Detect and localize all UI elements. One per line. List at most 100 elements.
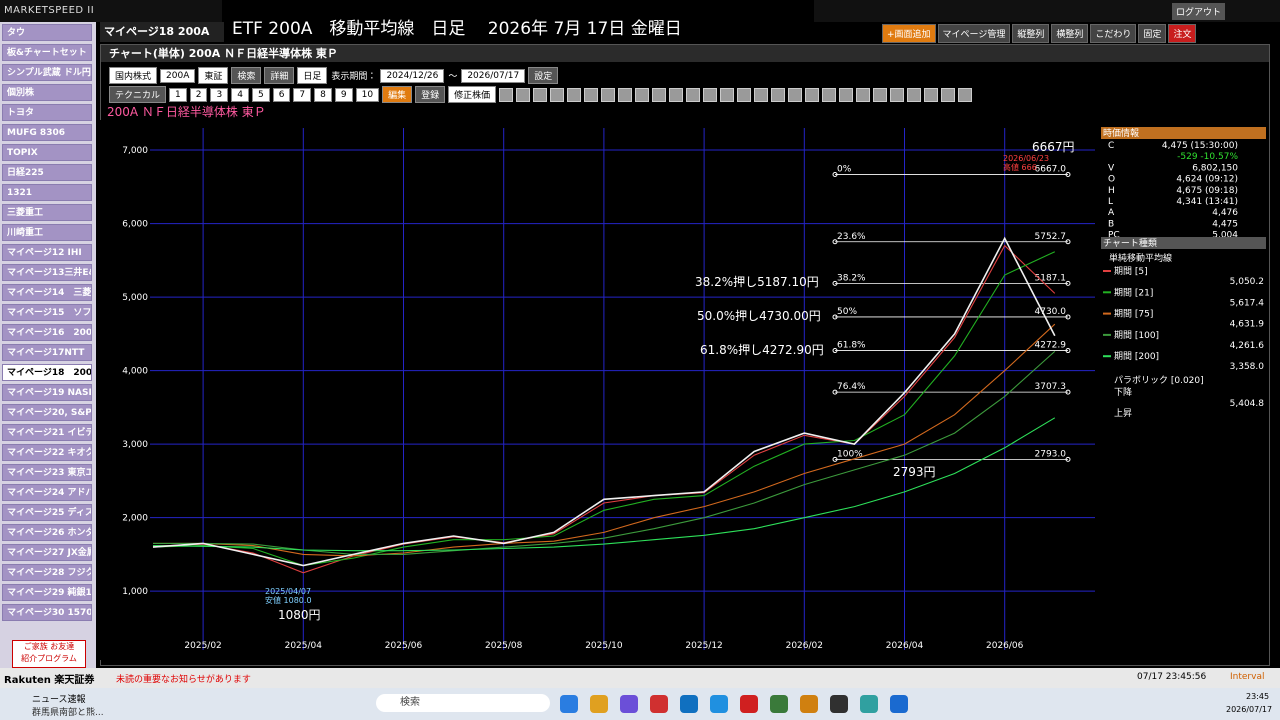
tool-icon[interactable] [652, 87, 667, 102]
toolbar-item[interactable]: 修正株価 [448, 86, 497, 103]
toolbar-item[interactable]: 登録 [415, 86, 446, 103]
toolbar-item[interactable]: 10 [355, 87, 380, 102]
tool-icon[interactable] [499, 87, 514, 102]
sidebar-item[interactable]: マイページ20, S&P50 [2, 404, 92, 421]
sidebar-item[interactable]: マイページ14 三菱電 [2, 284, 92, 301]
taskbar-icon[interactable] [800, 695, 818, 713]
tool-icon[interactable] [567, 87, 582, 102]
taskbar-icon[interactable] [680, 695, 698, 713]
tool-icon[interactable] [737, 87, 752, 102]
tool-icon[interactable] [618, 87, 633, 102]
tool-icon[interactable] [839, 87, 854, 102]
tool-icon[interactable] [703, 87, 718, 102]
sidebar-item[interactable]: シンプル武蔵 ドル円Bid [2, 64, 92, 81]
toolbar-item[interactable]: 7 [293, 87, 312, 102]
toolbar-item[interactable]: 8 [314, 87, 332, 102]
sidebar-item[interactable]: マイページ24 アドバン [2, 484, 92, 501]
sidebar-item[interactable]: マイページ12 IHI [2, 244, 92, 261]
search-box[interactable]: 検索 [376, 694, 550, 712]
tool-icon[interactable] [822, 87, 837, 102]
toolbar-item[interactable]: 6 [272, 87, 291, 102]
sidebar-item[interactable]: タウ [2, 24, 92, 41]
page-tab[interactable]: マイページ18 200A [100, 22, 224, 42]
sidebar-item[interactable]: マイページ19 NASDA [2, 384, 92, 401]
tool-icon[interactable] [958, 87, 973, 102]
tool-icon[interactable] [788, 87, 803, 102]
sidebar-item[interactable]: 川崎重工 [2, 224, 92, 241]
sidebar-item[interactable]: マイページ28 フジクラ [2, 564, 92, 581]
taskbar-icon[interactable] [710, 695, 728, 713]
tool-icon[interactable] [635, 87, 650, 102]
header-button[interactable]: マイページ管理 [937, 24, 1011, 43]
taskbar-icon[interactable] [890, 695, 908, 713]
tool-icon[interactable] [924, 87, 939, 102]
toolbar-item[interactable]: 検索 [231, 67, 262, 84]
toolbar-item[interactable]: テクニカル [109, 86, 167, 103]
sidebar-item[interactable]: マイページ23 東京エレ [2, 464, 92, 481]
tool-icon[interactable] [754, 87, 769, 102]
sidebar-item[interactable]: マイページ30 1570 [2, 604, 92, 621]
sidebar-item[interactable]: マイページ16 200A [2, 324, 92, 341]
tool-icon[interactable] [890, 87, 905, 102]
toolbar-item[interactable]: 2026/07/17 [461, 68, 526, 83]
tool-icon[interactable] [907, 87, 922, 102]
toolbar-item[interactable]: 詳細 [264, 67, 295, 84]
header-button[interactable]: 縦整列 [1012, 24, 1050, 43]
tool-icon[interactable] [669, 87, 684, 102]
tool-icon[interactable] [856, 87, 871, 102]
sidebar-item[interactable]: マイページ22 キオクシ [2, 444, 92, 461]
tool-icon[interactable] [516, 87, 531, 102]
toolbar-item[interactable]: 日足 [297, 67, 328, 84]
toolbar-item[interactable]: 東証 [198, 67, 229, 84]
header-button[interactable]: +画面追加 [882, 24, 936, 43]
header-button[interactable]: 固定 [1138, 24, 1167, 43]
sidebar-item[interactable]: マイページ29 純銀15 [2, 584, 92, 601]
sidebar-item[interactable]: MUFG 8306 [2, 124, 92, 141]
toolbar-item[interactable]: 2024/12/26 [380, 68, 445, 83]
header-button[interactable]: 注文 [1168, 24, 1197, 43]
toolbar-item[interactable]: 9 [334, 87, 353, 102]
sidebar-item[interactable]: マイページ27 JX金属 [2, 544, 92, 561]
sidebar-item[interactable]: マイページ15 ソフトバ [2, 304, 92, 321]
banner[interactable]: ご家族 お友達 紹介プログラム [12, 640, 86, 668]
news-sub[interactable]: 群馬県南部と熊... [32, 708, 104, 718]
toolbar-item[interactable]: 表示期間： [331, 72, 377, 82]
sidebar-item[interactable]: マイページ21 イビデン [2, 424, 92, 441]
sidebar-item[interactable]: TOPIX [2, 144, 92, 161]
taskbar-icon[interactable] [830, 695, 848, 713]
sidebar-item[interactable]: 日経225 [2, 164, 92, 181]
taskbar-icon[interactable] [620, 695, 638, 713]
tool-icon[interactable] [805, 87, 820, 102]
sidebar-item[interactable]: マイページ25 ディスコ [2, 504, 92, 521]
sidebar-item[interactable]: マイページ18 200A [2, 364, 92, 381]
toolbar-item[interactable]: ～ [448, 72, 458, 82]
tool-icon[interactable] [584, 87, 599, 102]
taskbar-icon[interactable] [860, 695, 878, 713]
taskbar-icon[interactable] [770, 695, 788, 713]
notice[interactable]: 未読の重要なお知らせがあります [116, 675, 251, 685]
taskbar-icon[interactable] [740, 695, 758, 713]
sidebar-item[interactable]: マイページ26 ホンダ [2, 524, 92, 541]
tool-icon[interactable] [941, 87, 956, 102]
toolbar-item[interactable]: 1 [169, 87, 187, 102]
toolbar-item[interactable]: 3 [210, 87, 229, 102]
tool-icon[interactable] [873, 87, 888, 102]
toolbar-item[interactable]: 設定 [528, 67, 559, 84]
tool-icon[interactable] [550, 87, 565, 102]
taskbar-icon[interactable] [560, 695, 578, 713]
toolbar-item[interactable]: 編集 [382, 86, 413, 103]
toolbar-item[interactable]: 2 [189, 87, 208, 102]
taskbar-icon[interactable] [590, 695, 608, 713]
tool-icon[interactable] [533, 87, 548, 102]
toolbar-item[interactable]: 国内株式 [109, 67, 158, 84]
header-button[interactable]: こだわり [1090, 24, 1137, 43]
sidebar-item[interactable]: 三菱重工 [2, 204, 92, 221]
logout-button[interactable]: ログアウト [1172, 3, 1226, 20]
news-title[interactable]: ニュース速報 [32, 695, 86, 705]
toolbar-item[interactable]: 4 [231, 87, 249, 102]
sidebar-item[interactable]: マイページ17NTT [2, 344, 92, 361]
sidebar-item[interactable]: 板&チャートセット [2, 44, 92, 61]
taskbar-icon[interactable] [650, 695, 668, 713]
sidebar-item[interactable]: トヨタ [2, 104, 92, 121]
toolbar-item[interactable]: 5 [251, 87, 270, 102]
